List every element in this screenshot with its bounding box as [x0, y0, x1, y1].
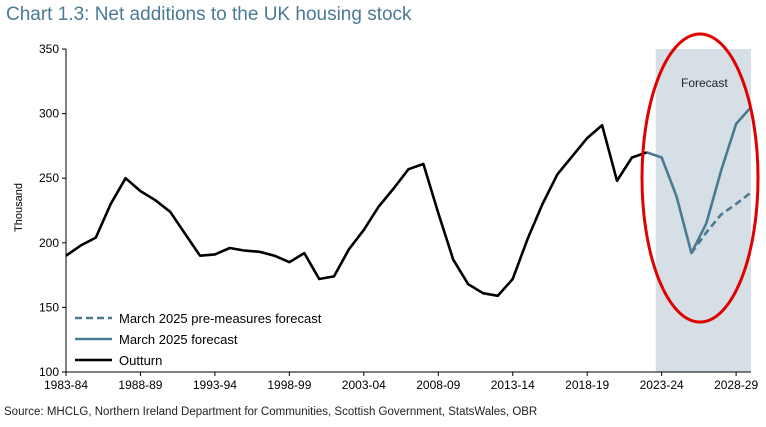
x-tick-label: 2013-14: [491, 378, 535, 392]
chart-title: Chart 1.3: Net additions to the UK housi…: [6, 4, 412, 25]
forecast-label: Forecast: [681, 76, 728, 90]
series-outturn: [65, 123, 648, 298]
x-tick-label: 1993-94: [193, 378, 237, 392]
legend-entry: Outturn: [119, 353, 162, 368]
y-axis-label: Thousand: [13, 183, 25, 232]
y-tick-label: 350: [39, 42, 59, 56]
series-pre-measures-forecast: [690, 191, 752, 254]
x-tick-label: 2018-19: [565, 378, 609, 392]
series-forecast: [646, 106, 752, 255]
y-tick-label: 300: [39, 107, 59, 121]
x-tick-label: 2023-24: [640, 378, 684, 392]
source-note: Source: MHCLG, Northern Ireland Departme…: [4, 406, 538, 418]
x-tick-label: 1983-84: [44, 378, 88, 392]
forecast-shading: [655, 49, 751, 372]
y-tick-label: 200: [39, 236, 59, 250]
x-tick-label: 1988-89: [118, 378, 162, 392]
highlight-ellipse: [640, 32, 760, 324]
legend-entry: March 2025 forecast: [119, 332, 238, 347]
legend-entry: March 2025 pre-measures forecast: [119, 311, 322, 326]
x-tick-label: 2008-09: [416, 378, 460, 392]
y-tick-label: 150: [39, 300, 59, 314]
y-tick-label: 100: [39, 365, 59, 379]
x-tick-label: 1998-99: [267, 378, 311, 392]
x-tick-label: 2028-29: [714, 378, 758, 392]
x-tick-label: 2003-04: [342, 378, 386, 392]
y-tick-label: 250: [39, 171, 59, 185]
